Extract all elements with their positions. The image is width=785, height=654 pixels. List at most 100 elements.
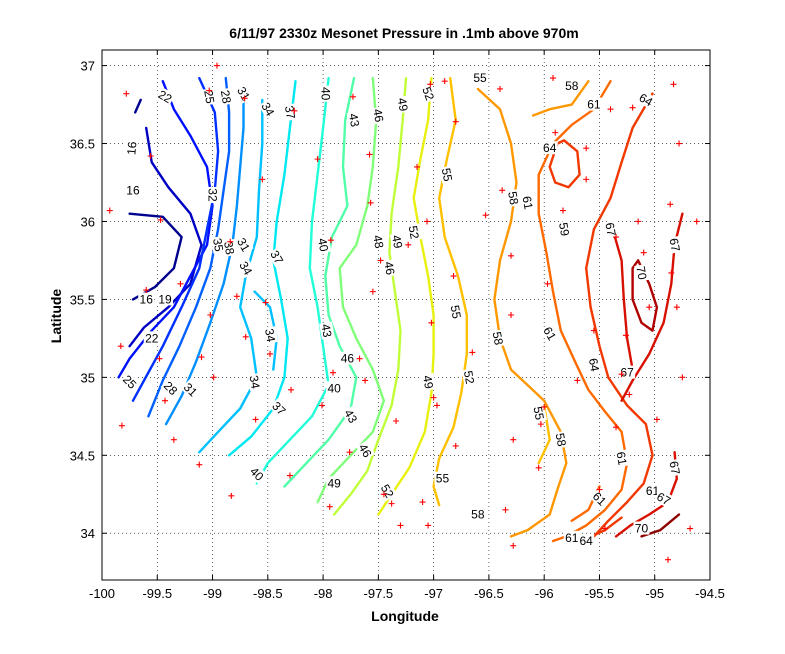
station-marker: [162, 397, 169, 404]
contour-label: 67: [654, 490, 673, 509]
contour-line-31: [164, 87, 245, 426]
contour-label-bg: [180, 379, 202, 400]
contour-label: 16: [124, 141, 139, 156]
contour-label: 37: [269, 399, 289, 419]
contour-label-bg: [434, 471, 451, 485]
contour-lines: [117, 76, 684, 543]
contour-label-bg: [201, 87, 218, 106]
contour-label-bg: [585, 97, 602, 111]
station-marker: [369, 288, 376, 295]
y-axis-ticks: 34 34.5 35 35.5 36 36.5 37: [70, 59, 710, 541]
contour-label-bg: [221, 238, 238, 257]
contour-label: 32: [206, 188, 220, 202]
contour-label: 58: [553, 432, 569, 448]
station-marker: [196, 461, 203, 468]
contour-label-bg: [157, 292, 174, 306]
station-marker: [450, 273, 457, 280]
contour-label: 34: [236, 259, 255, 278]
contour-label-bg: [138, 292, 155, 306]
station-marker: [670, 81, 677, 88]
contour-label-bg: [319, 85, 333, 102]
contour-label: 46: [381, 260, 397, 276]
contour-label: 48: [370, 234, 386, 250]
station-marker: [252, 416, 259, 423]
station-marker: [428, 319, 435, 326]
station-marker: [535, 464, 542, 471]
contour-label: 31: [234, 236, 253, 255]
contour-label-bg: [540, 323, 560, 344]
chart-title: 6/11/97 2330z Mesonet Pressure in .1mb a…: [229, 25, 578, 41]
contour-line-34: [198, 98, 264, 454]
y-tick-label: 35.5: [70, 292, 95, 307]
contour-label: 28: [161, 379, 181, 399]
contour-label: 46: [356, 441, 375, 460]
contour-label: 38: [221, 240, 237, 256]
contour-label: 67: [667, 460, 683, 476]
contour-label: 59: [556, 221, 572, 237]
contour-label-bg: [505, 188, 522, 208]
contour-line-58: [531, 80, 590, 117]
contour-line-16: [128, 212, 183, 301]
contour-label: 58: [505, 190, 521, 206]
contour-label: 55: [473, 71, 487, 85]
station-marker: [508, 312, 515, 318]
x-tick-label: -97: [424, 586, 443, 601]
contour-label-bg: [234, 234, 254, 255]
contour-label: 64: [543, 141, 557, 155]
station-marker: [147, 153, 154, 159]
x-tick-label: -99: [203, 586, 222, 601]
station-marker: [213, 62, 220, 69]
station-marker: [157, 216, 164, 223]
station-marker: [676, 140, 683, 147]
contour-label-bg: [589, 488, 611, 509]
contour-label: 40: [318, 87, 332, 101]
x-axis-label: Longitude: [371, 608, 439, 624]
contour-label: 52: [419, 85, 437, 103]
station-marker: [433, 402, 440, 409]
contour-label-bg: [644, 484, 661, 498]
contour-label-bg: [419, 83, 438, 104]
contour-label-bg: [206, 186, 220, 203]
contour-label-bg: [160, 377, 182, 399]
station-marker: [242, 333, 249, 340]
contour-line-64: [585, 92, 654, 538]
contour-label-bg: [472, 71, 489, 85]
contour-label-bg: [461, 368, 478, 387]
contour-label: 61: [540, 324, 559, 343]
station-marker: [314, 156, 321, 163]
station-marker: [635, 218, 642, 225]
station-marker: [452, 118, 459, 125]
contour-label: 58: [471, 508, 485, 522]
station-marker: [673, 304, 680, 311]
contour-label: 49: [327, 476, 341, 490]
contour-label: 25: [201, 89, 217, 105]
station-marker: [327, 237, 334, 244]
station-marker: [508, 252, 515, 259]
station-marker: [452, 442, 459, 449]
contour-label: 67: [602, 221, 618, 237]
y-tick-label: 35: [81, 370, 95, 385]
contour-line-34: [253, 290, 278, 371]
x-tick-label: -95: [645, 586, 664, 601]
contour-label: 43: [318, 323, 334, 339]
contour-line-67: [611, 228, 634, 371]
station-marker: [414, 163, 421, 170]
y-tick-label: 36.5: [70, 137, 95, 152]
station-marker: [259, 176, 266, 183]
station-marker: [288, 386, 295, 393]
station-marker: [482, 212, 489, 219]
station-marker: [640, 249, 647, 256]
station-marker: [143, 287, 150, 294]
contour-label-bg: [218, 87, 235, 106]
contour-label: 34: [258, 100, 277, 119]
contour-label: 52: [461, 370, 477, 386]
station-marker: [362, 377, 369, 384]
contour-label: 49: [389, 234, 405, 250]
station-marker: [206, 87, 213, 94]
contour-label-bg: [382, 259, 398, 278]
station-marker: [198, 354, 205, 361]
station-marker: [596, 486, 603, 493]
contour-label-bg: [667, 235, 683, 254]
contour-line-70: [631, 259, 659, 332]
